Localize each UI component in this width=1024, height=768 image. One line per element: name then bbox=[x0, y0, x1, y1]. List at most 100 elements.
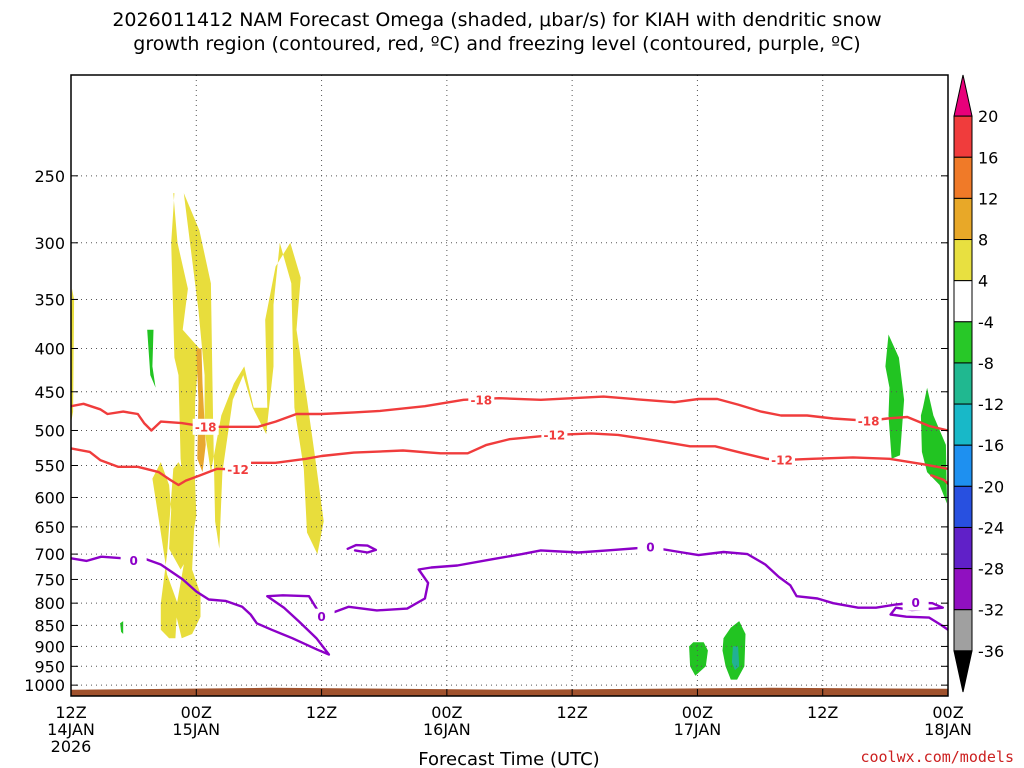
y-tick-label-3: 400 bbox=[34, 340, 65, 359]
y-tick-label-4: 450 bbox=[34, 383, 65, 402]
colorbar-box-11 bbox=[953, 526, 973, 570]
x-axis-title: Forecast Time (UTC) bbox=[418, 749, 599, 768]
x-tick-label-5-0: 00Z bbox=[682, 703, 713, 722]
red-isotherms-line-0 bbox=[71, 395, 948, 432]
red-isotherms-label-0-0: -18 bbox=[195, 420, 217, 434]
red-isotherms-label-0-1: -18 bbox=[470, 393, 492, 407]
red-isotherms-label-1-1: -12 bbox=[544, 428, 566, 442]
red-isotherms-label-bg-1-2 bbox=[768, 452, 795, 469]
colorbar-label-13: -36 bbox=[978, 642, 1004, 661]
red-isotherms-line-2 bbox=[930, 474, 948, 485]
y-tick-label-10: 750 bbox=[34, 570, 65, 589]
omega-region-1 bbox=[152, 193, 324, 639]
colorbar-box-1 bbox=[953, 115, 973, 158]
x-tick-label-7-0: 00Z bbox=[932, 703, 963, 722]
colorbar-label-1: 16 bbox=[978, 148, 998, 167]
plot-area: -18 -18 -18 -12 -12 -12 0 0 0 0 250 300 350 400 450 500… bbox=[24, 74, 972, 756]
x-tick-label-0-0: 12Z bbox=[55, 703, 86, 722]
purple-isotherms-label-0-3: 0 bbox=[911, 596, 919, 610]
colorbar-label-4: 4 bbox=[978, 272, 988, 291]
y-tick-label-5: 500 bbox=[34, 421, 65, 440]
y-tick-label-8: 650 bbox=[34, 518, 65, 537]
colorbar-label-8: -16 bbox=[978, 436, 1004, 455]
colorbar-box-3 bbox=[953, 197, 973, 241]
colorbar-box-5 bbox=[953, 280, 973, 323]
y-tick-label-9: 700 bbox=[34, 545, 65, 564]
omega-region-7 bbox=[689, 642, 708, 676]
x-tick-label-4-0: 12Z bbox=[556, 703, 587, 722]
colorbar-label-0: 20 bbox=[978, 107, 998, 126]
colorbar-box-6 bbox=[953, 321, 973, 364]
colorbar-label-3: 8 bbox=[978, 231, 988, 250]
omega-region-6 bbox=[920, 387, 947, 504]
omega-region-2 bbox=[196, 348, 206, 473]
colorbar-label-11: -28 bbox=[978, 560, 1004, 579]
ground-terrain bbox=[71, 687, 948, 696]
red-isotherms-label-0-2: -18 bbox=[858, 414, 880, 428]
plot-frame bbox=[70, 74, 949, 697]
y-tick-label-0: 250 bbox=[34, 167, 65, 186]
colorbar-label-12: -32 bbox=[978, 601, 1004, 620]
y-tick-label-14: 950 bbox=[34, 657, 65, 676]
purple-isotherms-label-bg-0-0 bbox=[120, 552, 147, 569]
red-isotherms-label-bg-1-1 bbox=[541, 426, 568, 443]
purple-isotherms-label-bg-0-1 bbox=[308, 608, 335, 625]
y-tick-label-13: 900 bbox=[34, 637, 65, 656]
red-isotherms-label-bg-0-2 bbox=[855, 412, 882, 429]
x-tick-label-0-2: 2026 bbox=[51, 737, 92, 756]
omega-region-9 bbox=[731, 646, 740, 671]
purple-isotherms-label-0-0: 0 bbox=[129, 554, 137, 568]
y-tick-label-12: 850 bbox=[34, 616, 65, 635]
x-tick-label-1-1: 15JAN bbox=[172, 720, 220, 739]
colorbar: 20 16 12 8 4 -4 -8 -12 -16 -20 -24 -28 -32 -36 bbox=[953, 74, 1004, 693]
credit-text: coolwx.com/models bbox=[860, 748, 1014, 766]
x-tick-label-1-0: 00Z bbox=[181, 703, 212, 722]
y-tick-label-6: 550 bbox=[34, 456, 65, 475]
colorbar-box-8 bbox=[953, 403, 973, 446]
x-tick-label-7-1: 18JAN bbox=[924, 720, 972, 739]
red-isotherms-label-1-0: -12 bbox=[227, 463, 249, 477]
colorbar-label-5: -4 bbox=[978, 313, 994, 332]
colorbar-box-10 bbox=[953, 485, 973, 528]
colorbar-bottom-arrow bbox=[953, 650, 973, 693]
colorbar-box-13 bbox=[953, 609, 973, 652]
colorbar-label-6: -8 bbox=[978, 354, 994, 373]
contour-label-layer: -18 -18 -18 -12 -12 -12 0 0 0 0 bbox=[120, 391, 929, 625]
colorbar-top-arrow bbox=[953, 74, 973, 117]
omega-region-4 bbox=[120, 621, 124, 634]
y-tick-label-11: 800 bbox=[34, 594, 65, 613]
y-tick-label-2: 350 bbox=[34, 290, 65, 309]
omega-region-5 bbox=[885, 334, 905, 459]
x-tick-label-0-1: 14JAN bbox=[47, 720, 95, 739]
colorbar-box-7 bbox=[953, 362, 973, 405]
y-tick-label-1: 300 bbox=[34, 234, 65, 253]
x-tick-label-3-0: 00Z bbox=[431, 703, 462, 722]
omega-region-3 bbox=[147, 329, 156, 388]
red-isotherms-label-1-2: -12 bbox=[771, 454, 793, 468]
x-tick-label-2-0: 12Z bbox=[306, 703, 337, 722]
purple-isotherms-label-0-1: 0 bbox=[317, 610, 325, 624]
purple-isotherms-label-bg-0-3 bbox=[902, 594, 929, 611]
x-tick-label-3-1: 16JAN bbox=[423, 720, 471, 739]
red-isotherms-line-1 bbox=[71, 432, 948, 487]
omega-region-0 bbox=[71, 288, 75, 423]
colorbar-label-10: -24 bbox=[978, 518, 1004, 537]
purple-isotherms-line-1 bbox=[320, 546, 948, 631]
chart-title-line-2: growth region (contoured, red, ºC) and f… bbox=[133, 33, 860, 55]
y-tick-label-7: 600 bbox=[34, 488, 65, 507]
colorbar-box-12 bbox=[953, 568, 973, 611]
x-tick-label-5-1: 17JAN bbox=[674, 720, 722, 739]
colorbar-box-9 bbox=[953, 444, 973, 487]
plot-clipped-layer bbox=[71, 75, 948, 696]
red-isotherms-label-bg-0-1 bbox=[468, 391, 495, 408]
colorbar-box-2 bbox=[953, 156, 973, 199]
red-isotherms-label-bg-0-0 bbox=[192, 418, 219, 435]
chart-title-line-1: 2026011412 NAM Forecast Omega (shaded, μ… bbox=[112, 9, 881, 31]
colorbar-label-9: -20 bbox=[978, 477, 1004, 496]
purple-isotherms-label-bg-0-2 bbox=[637, 539, 664, 556]
purple-isotherms-label-0-2: 0 bbox=[646, 541, 654, 555]
purple-isotherms-line-2 bbox=[346, 543, 378, 554]
y-tick-label-15: 1000 bbox=[24, 676, 65, 695]
red-isotherms-label-bg-1-0 bbox=[225, 461, 252, 478]
